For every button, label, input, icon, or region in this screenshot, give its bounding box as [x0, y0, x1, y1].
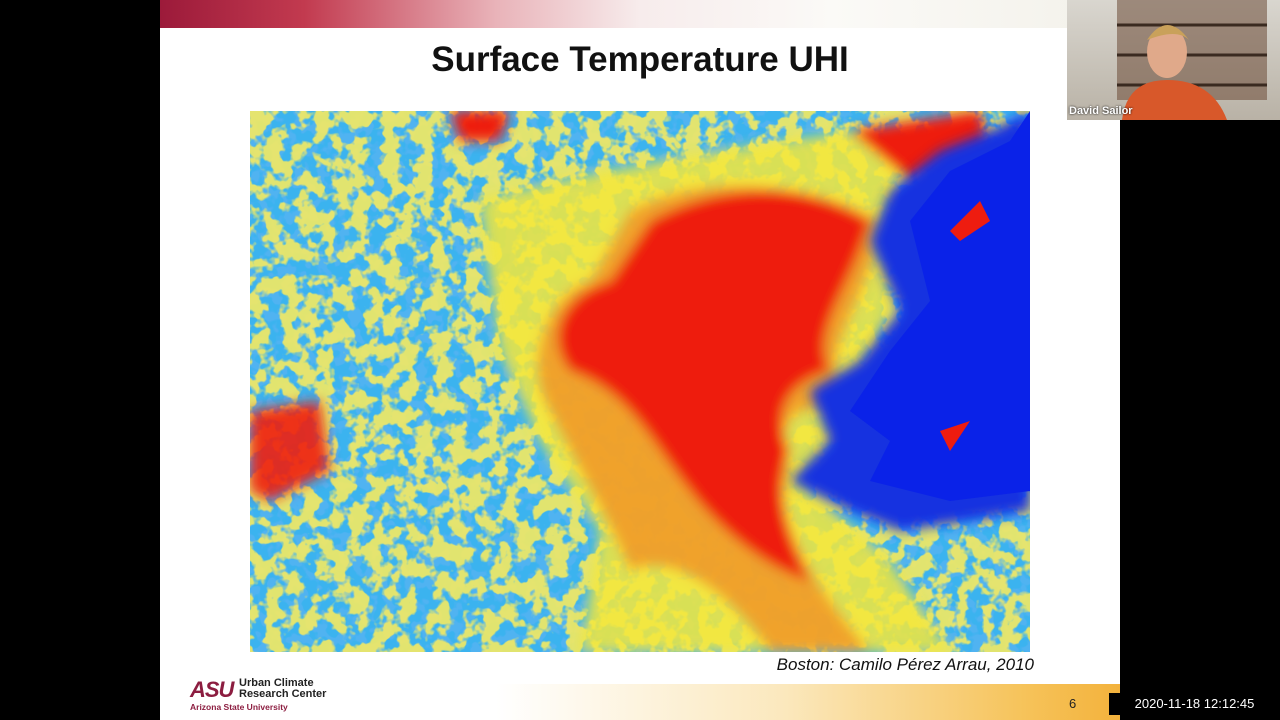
logo-text: Research Center — [239, 688, 327, 700]
participant-name: David Sailor — [1069, 105, 1133, 117]
hair — [1147, 25, 1189, 40]
video-feed — [1117, 0, 1267, 120]
slide-title: Surface Temperature UHI — [431, 40, 849, 79]
water — [850, 111, 1030, 501]
logo: ASU Urban Climate Research Center Arizon… — [190, 677, 340, 715]
timestamp: 2020-11-18 12:12:45 — [1109, 693, 1280, 715]
slide-top-bar — [160, 0, 1120, 28]
slide: Surface Temperature UHI — [160, 0, 1120, 720]
image-caption: Boston: Camilo Pérez Arrau, 2010 — [776, 655, 1034, 674]
page-number: 6 — [1069, 696, 1077, 711]
logo-mark: ASU — [190, 677, 234, 702]
video-tile[interactable]: David Sailor — [1067, 0, 1280, 120]
heat-map-image — [250, 111, 1030, 652]
logo-text: Urban Climate — [239, 677, 314, 689]
shirt — [1122, 80, 1227, 120]
face — [1147, 26, 1187, 78]
slide-footer-bar — [160, 684, 1120, 720]
bookshelf — [1117, 0, 1267, 100]
warm-zones — [250, 111, 990, 652]
logo-university: Arizona State University — [190, 702, 288, 712]
